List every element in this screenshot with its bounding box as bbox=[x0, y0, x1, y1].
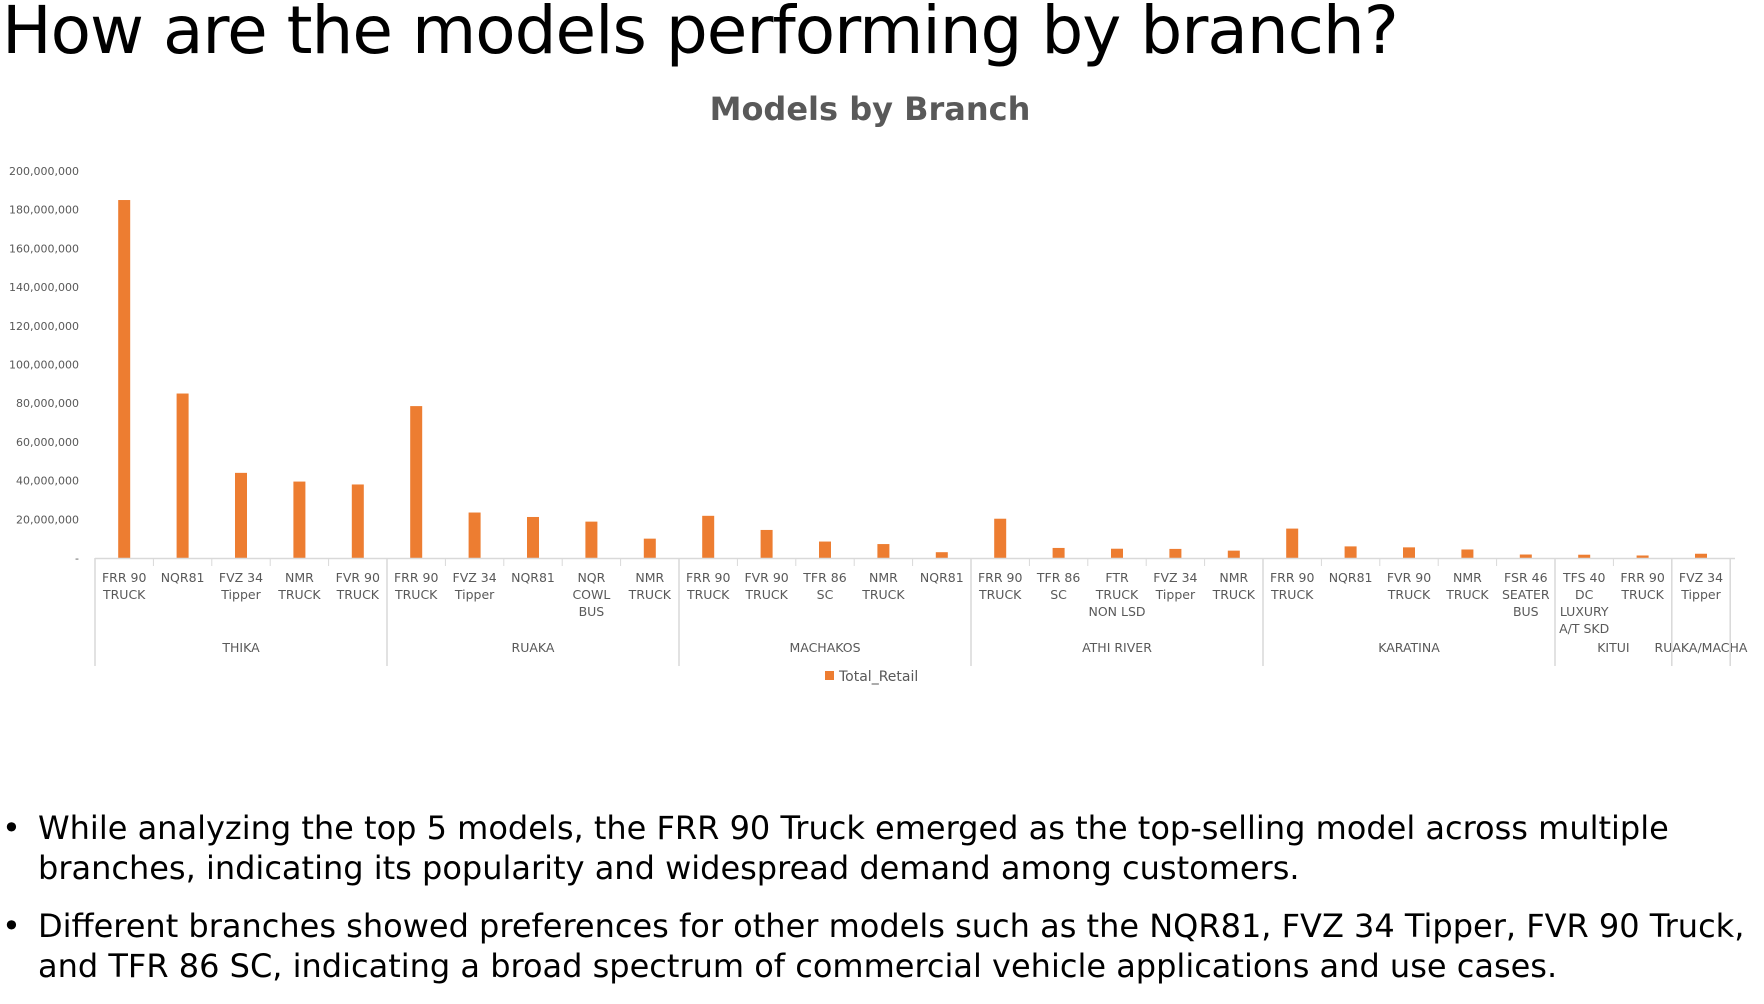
bar bbox=[468, 512, 481, 558]
x-tick-label: FRR 90 TRUCK bbox=[394, 570, 438, 602]
group-label: KITUI bbox=[1597, 640, 1629, 655]
bar bbox=[1578, 554, 1591, 558]
bar bbox=[877, 544, 890, 558]
x-tick-label: FVZ 34 Tipper bbox=[219, 570, 263, 602]
x-tick-label: FVR 90 TRUCK bbox=[1387, 570, 1431, 602]
chart-title: Models by Branch bbox=[710, 90, 1031, 128]
legend: Total_Retail bbox=[825, 669, 918, 685]
x-tick-label: NMR TRUCK bbox=[1212, 570, 1256, 602]
bar bbox=[1227, 550, 1240, 558]
bar bbox=[410, 406, 423, 558]
y-tick-label: 120,000,000 bbox=[9, 320, 79, 333]
group-label: RUAKA/MACHA bbox=[1655, 640, 1748, 655]
y-tick-label: 20,000,000 bbox=[16, 513, 79, 526]
bar bbox=[235, 472, 247, 558]
x-tick-label: TFR 86 SC bbox=[1036, 570, 1080, 602]
x-tick-label: NQR81 bbox=[161, 570, 205, 585]
x-tick-label: NMR TRUCK bbox=[628, 570, 672, 602]
x-tick-label: FSR 46 SEATER BUS bbox=[1502, 570, 1550, 619]
x-tick-label: NQR81 bbox=[1329, 570, 1373, 585]
bar bbox=[935, 552, 948, 558]
bar bbox=[1052, 547, 1065, 558]
legend-swatch bbox=[825, 671, 834, 680]
bullet-item: While analyzing the top 5 models, the FR… bbox=[0, 808, 1764, 888]
x-tick-label: NMR TRUCK bbox=[277, 570, 321, 602]
group-label: KARATINA bbox=[1378, 640, 1440, 655]
y-tick-label: 60,000,000 bbox=[16, 436, 79, 449]
bar bbox=[527, 516, 539, 558]
x-tick-label: FRR 90 TRUCK bbox=[686, 570, 730, 602]
bar bbox=[1636, 555, 1649, 558]
bar bbox=[1519, 554, 1532, 558]
legend-label-total-retail: Total_Retail bbox=[838, 669, 918, 685]
y-tick-label: 40,000,000 bbox=[16, 475, 79, 488]
y-tick-label: 160,000,000 bbox=[9, 242, 79, 255]
bar bbox=[760, 529, 773, 558]
x-tick-label: FTR TRUCK NON LSD bbox=[1088, 570, 1145, 619]
x-tick-label: NQR COWL BUS bbox=[572, 570, 610, 619]
x-tick-label: NMR TRUCK bbox=[861, 570, 905, 602]
models-by-branch-chart: Models by Branch - 20,000,000 40,000,000 60… bbox=[9, 90, 1748, 685]
y-tick-label: 200,000,000 bbox=[9, 165, 79, 178]
x-tick-label: FVZ 34 Tipper bbox=[1679, 570, 1723, 602]
bar bbox=[1344, 546, 1357, 558]
x-tick-label: FRR 90 TRUCK bbox=[978, 570, 1022, 602]
bar bbox=[702, 515, 715, 558]
x-tick-label: FVR 90 TRUCK bbox=[336, 570, 380, 602]
group-label: MACHAKOS bbox=[789, 640, 860, 655]
bar bbox=[994, 518, 1007, 558]
group-label: THIKA bbox=[221, 640, 260, 655]
x-tick-label: FRR 90 TRUCK bbox=[102, 570, 146, 602]
y-tick-label: - bbox=[75, 552, 79, 565]
bar bbox=[176, 393, 189, 558]
x-tick-label: FVR 90 TRUCK bbox=[744, 570, 788, 602]
bullet-list: While analyzing the top 5 models, the FR… bbox=[0, 808, 1764, 1004]
y-tick-label: 80,000,000 bbox=[16, 397, 79, 410]
x-tick-label: TFS 40 DC LUXURY A/T SKD bbox=[1559, 570, 1609, 636]
x-tick-label: NQR81 bbox=[920, 570, 964, 585]
x-tick-label: NQR81 bbox=[511, 570, 555, 585]
x-tick-label: FRR 90 TRUCK bbox=[1270, 570, 1314, 602]
bars bbox=[118, 200, 1707, 558]
x-tick-label: FVZ 34 Tipper bbox=[1153, 570, 1197, 602]
group-label: RUAKA bbox=[512, 640, 555, 655]
y-axis: - 20,000,000 40,000,000 60,000,000 80,000,00… bbox=[9, 165, 79, 565]
x-axis: FRR 90 TRUCK NQR81 FVZ 34 Tipper NMR TRUCK FVR … bbox=[94, 557, 1748, 666]
x-tick-label: NMR TRUCK bbox=[1445, 570, 1489, 602]
y-tick-label: 100,000,000 bbox=[9, 359, 79, 372]
bar bbox=[118, 200, 131, 558]
bar bbox=[351, 484, 364, 558]
bar bbox=[1111, 548, 1123, 558]
bar bbox=[1169, 548, 1182, 558]
bar bbox=[293, 481, 306, 558]
bar bbox=[1695, 553, 1707, 558]
x-tick-label: FRR 90 TRUCK bbox=[1620, 570, 1664, 602]
bullet-item: Different branches showed preferences fo… bbox=[0, 906, 1764, 986]
group-label: ATHI RIVER bbox=[1082, 640, 1152, 655]
x-tick-label: FVZ 34 Tipper bbox=[453, 570, 497, 602]
y-tick-label: 140,000,000 bbox=[9, 281, 79, 294]
bar bbox=[819, 541, 831, 558]
x-tick-label: TFR 86 SC bbox=[802, 570, 846, 602]
bar bbox=[1461, 549, 1474, 558]
slide-title: How are the models performing by branch? bbox=[2, 0, 1399, 69]
bar bbox=[1403, 547, 1415, 558]
bar bbox=[585, 521, 598, 558]
bar bbox=[643, 538, 656, 558]
y-tick-label: 180,000,000 bbox=[9, 204, 79, 217]
bar bbox=[1286, 528, 1299, 558]
